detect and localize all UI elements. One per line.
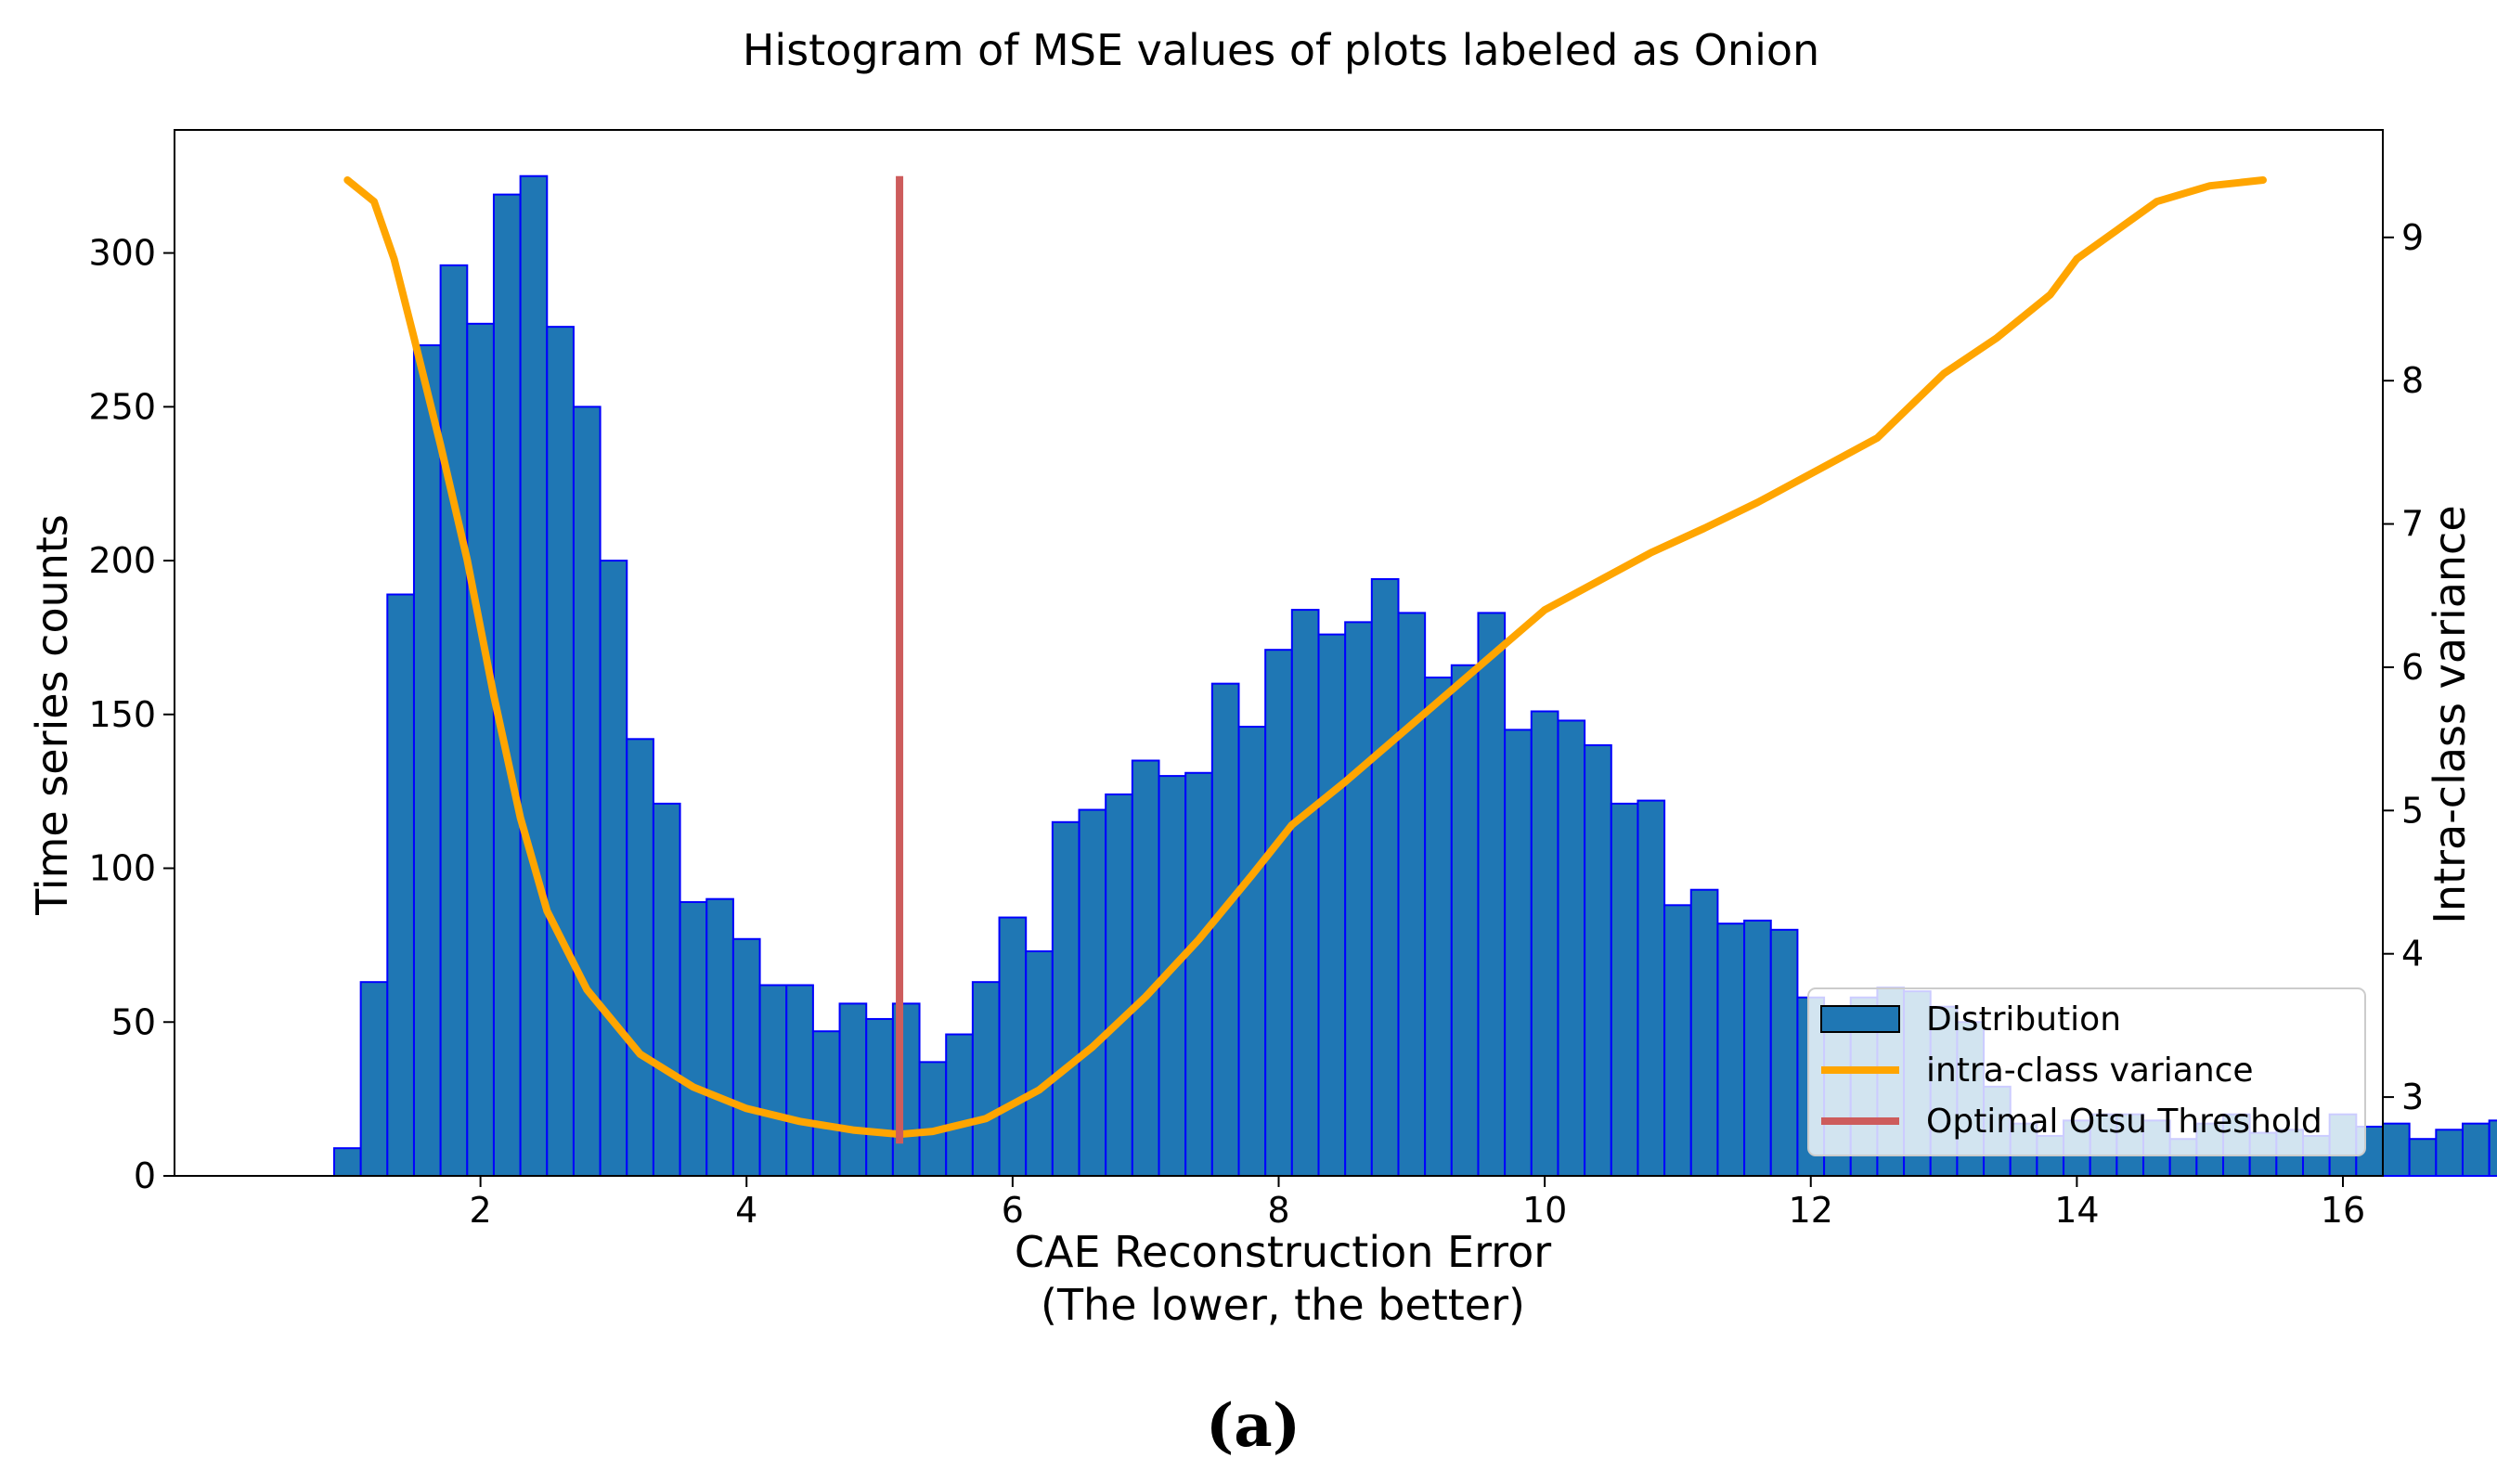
- y2-tick-label: 5: [2401, 790, 2424, 831]
- histogram-bar: [1769, 928, 1799, 1178]
- legend-label-threshold: Optimal Otsu Threshold: [1926, 1103, 2322, 1141]
- y-tick-label: 150: [88, 694, 156, 735]
- x-tick-label: 6: [1002, 1190, 1024, 1231]
- legend-label-distribution: Distribution: [1926, 1000, 2121, 1039]
- histogram-bar: [546, 326, 575, 1177]
- histogram-bar: [1344, 621, 1373, 1177]
- y-axis-ticks: 0 50 100 150 200 250 300: [88, 233, 175, 1196]
- x-tick-label: 2: [470, 1190, 492, 1231]
- histogram-bar: [1530, 710, 1559, 1178]
- variance-curve: [343, 176, 2267, 1139]
- histogram-bar: [359, 981, 389, 1178]
- y2-axis-label: Intra-class variance: [2425, 505, 2475, 923]
- histogram-bar: [1663, 904, 1692, 1178]
- x-axis-label-line1: CAE Reconstruction Error: [1015, 1227, 1551, 1277]
- x-tick-label: 14: [2054, 1190, 2099, 1231]
- histogram-bar: [1184, 771, 1213, 1178]
- histogram-bar: [1051, 820, 1080, 1177]
- histogram-bar: [1637, 799, 1666, 1177]
- x-axis-label-line2: (The lower, the better): [1041, 1280, 1525, 1330]
- x-tick-label: 4: [735, 1190, 757, 1231]
- y-axis-label: Time series counts: [27, 514, 77, 916]
- histogram-bar: [1370, 577, 1400, 1177]
- histogram-bar: [652, 802, 681, 1177]
- histogram-bar: [572, 406, 602, 1177]
- histogram-bar: [1584, 743, 1612, 1177]
- y-tick-label: 300: [88, 233, 156, 274]
- histogram-bar: [2408, 1138, 2438, 1177]
- y2-tick-label: 4: [2401, 934, 2424, 974]
- histogram-bar: [1078, 808, 1107, 1177]
- histogram-bar: [1716, 923, 1746, 1177]
- histogram-bar: [785, 984, 814, 1178]
- histogram-bar: [705, 897, 734, 1177]
- histogram-bar: [1237, 726, 1267, 1177]
- histogram-bar: [2435, 1129, 2464, 1178]
- histogram-bar: [2461, 1122, 2491, 1178]
- histogram-bar: [492, 193, 522, 1178]
- histogram-bar: [1290, 609, 1320, 1177]
- y2-tick-label: 8: [2401, 360, 2424, 401]
- histogram-bar: [679, 900, 708, 1177]
- histogram-bar: [439, 264, 469, 1177]
- legend-swatch-distribution: [1820, 1005, 1900, 1033]
- x-tick-label: 10: [1522, 1190, 1567, 1231]
- histogram-bar: [1264, 649, 1293, 1177]
- figure-caption: (a): [1206, 1391, 1300, 1461]
- histogram-bar: [945, 1033, 974, 1178]
- y-tick-label: 200: [88, 540, 156, 581]
- histogram-bar: [1131, 759, 1160, 1177]
- histogram-bar: [332, 1147, 362, 1177]
- legend-label-variance: intra-class variance: [1926, 1052, 2254, 1090]
- histogram-bar: [626, 738, 654, 1177]
- histogram-bar: [1477, 612, 1507, 1177]
- x-tick-label: 12: [1789, 1190, 1833, 1231]
- histogram-bar: [1450, 664, 1480, 1177]
- x-tick-label: 8: [1267, 1190, 1289, 1231]
- histogram-bar: [2488, 1119, 2497, 1178]
- histogram-bar: [1610, 802, 1639, 1177]
- histogram-bar: [1689, 888, 1719, 1177]
- y2-tick-label: 9: [2401, 217, 2424, 258]
- histogram-bar: [1743, 919, 1772, 1177]
- histogram-bar: [918, 1061, 948, 1177]
- y2-axis-ticks: 3 4 5 6 7 8 9: [2383, 217, 2424, 1117]
- histogram-bar: [1105, 793, 1133, 1177]
- histogram-bar: [758, 984, 788, 1178]
- histogram-bar: [386, 593, 415, 1177]
- histogram-bar: [466, 322, 495, 1177]
- y2-tick-label: 3: [2401, 1077, 2424, 1117]
- histogram-bar: [2382, 1122, 2411, 1178]
- y-tick-label: 50: [111, 1001, 156, 1042]
- y2-tick-label: 7: [2401, 504, 2424, 545]
- variance-curve-layer: [343, 176, 2267, 1139]
- histogram-bar: [519, 174, 549, 1177]
- histogram-bar: [971, 981, 1001, 1178]
- chart-title: Histogram of MSE values of plots labeled…: [743, 25, 1819, 75]
- histogram-bar: [838, 1002, 868, 1177]
- histogram-bar: [731, 937, 761, 1177]
- histogram-bar: [998, 916, 1028, 1177]
- histogram-bar: [412, 344, 442, 1177]
- histogram-bar: [599, 560, 628, 1177]
- histogram-bar: [1504, 729, 1533, 1178]
- x-axis-ticks: 2 4 6 8 10 12 14 16: [470, 1176, 2365, 1231]
- histogram-bar: [1210, 682, 1240, 1177]
- histogram-bar: [811, 1030, 841, 1178]
- histogram-bar: [1557, 719, 1586, 1177]
- y2-tick-label: 6: [2401, 647, 2424, 688]
- legend-box: [1807, 987, 2366, 1156]
- x-tick-label: 16: [2321, 1190, 2365, 1231]
- y-tick-label: 250: [88, 386, 156, 427]
- y-tick-label: 0: [134, 1155, 156, 1196]
- y-tick-label: 100: [88, 848, 156, 889]
- legend: Distribution intra-class variance Optima…: [1807, 987, 2366, 1156]
- histogram-bar: [1317, 633, 1347, 1177]
- histogram-bar: [865, 1017, 894, 1177]
- histogram-bar: [1025, 950, 1054, 1178]
- histogram-bar: [1397, 612, 1427, 1177]
- histogram-bar: [1424, 677, 1453, 1177]
